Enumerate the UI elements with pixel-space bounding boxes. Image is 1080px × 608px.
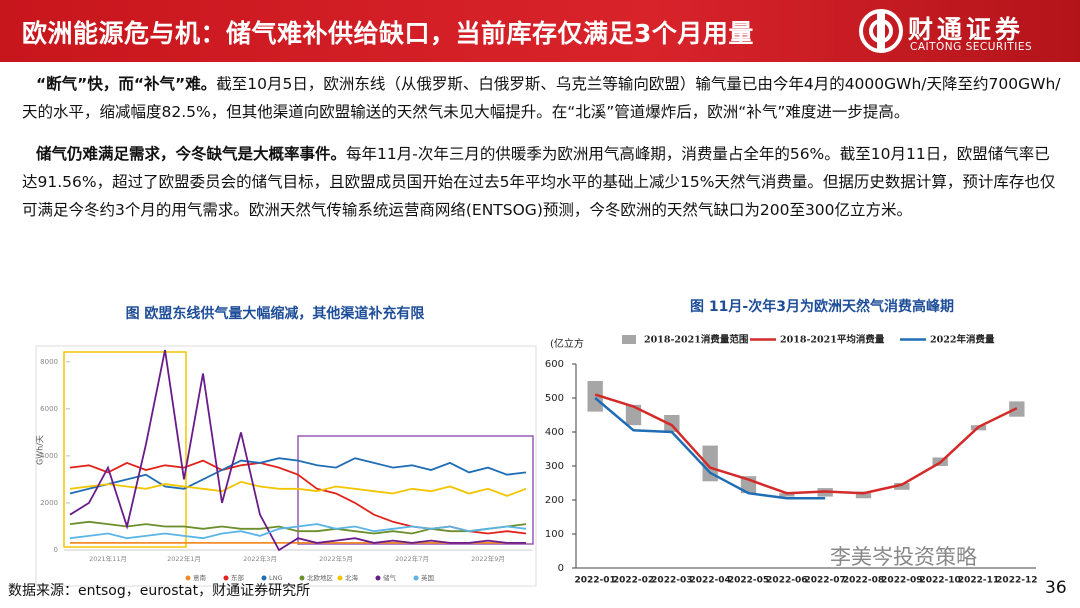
y-tick-label: 8000	[40, 358, 58, 366]
y-tick-label: 400	[545, 427, 564, 438]
series-line	[69, 480, 527, 497]
x-tick-label: 2022-09	[881, 576, 922, 586]
logo-icon	[859, 9, 903, 53]
legend-label: 2022年消费量	[930, 334, 995, 346]
x-tick-label: 2022年1月	[167, 554, 201, 563]
header-title: 欧洲能源危与机：储气难补供给缺口，当前库存仅满足3个月用量	[22, 19, 754, 48]
legend-label: 英国	[421, 573, 434, 582]
range-box	[894, 483, 910, 490]
legend-marker	[185, 575, 191, 581]
legend-label: 东部	[231, 573, 245, 582]
legend-label: 北欧地区	[307, 573, 334, 582]
x-tick-label: 2022-04	[690, 576, 731, 586]
x-tick-label: 2022-11	[958, 576, 999, 586]
chart-title: 图 11月-次年3月为欧洲天然气消费高峰期	[690, 298, 954, 315]
highlight-box	[297, 435, 534, 545]
x-tick-label: 2021年11月	[89, 554, 127, 563]
y-tick-label: 2000	[40, 499, 58, 507]
logo: 财通证券 CAITONG SECURITIES	[858, 8, 1068, 56]
legend-label: LNG	[269, 574, 283, 582]
watermark: 李美岑投资策略	[830, 545, 977, 569]
x-tick-label: 2022-02	[613, 576, 654, 586]
text: 每年11月-次年三月的供暖季为欧洲用气高峰期，消费量占全年的56%。截至10月1…	[22, 145, 1056, 219]
legend-marker	[299, 575, 305, 581]
x-tick-label: 2022-07	[805, 576, 846, 586]
logo-en: CAITONG SECURITIES	[910, 41, 1033, 53]
range-box	[625, 404, 642, 426]
chart-title: 图 欧盟东线供气量大幅缩减，其他渠道补充有限	[126, 305, 425, 322]
x-tick-label: 2022-12	[996, 576, 1037, 586]
y-tick-label: 200	[545, 495, 564, 506]
y-tick-label: 600	[545, 359, 564, 370]
y-tick-label: 100	[545, 529, 564, 540]
legend-marker	[622, 335, 636, 344]
range-box	[702, 445, 718, 482]
legend-label: 2018-2021消费量范围	[644, 334, 748, 346]
legend-label: 2018-2021平均消费量	[780, 334, 885, 346]
series-line	[69, 520, 527, 535]
legend-label: 意南	[193, 573, 207, 582]
y-tick-label: 300	[545, 461, 564, 472]
lead: “断气”快，而“补气”难。	[36, 75, 217, 93]
y-tick-label: 0	[558, 563, 564, 574]
series-line	[69, 457, 527, 495]
x-tick-label: 2022年7月	[395, 554, 429, 563]
y-axis-label: (亿立方	[550, 337, 584, 350]
legend-marker	[413, 575, 419, 581]
highlight-box	[63, 351, 187, 548]
x-tick-label: 2022-01	[575, 576, 616, 586]
y-tick-label: 4000	[40, 452, 58, 460]
y-tick-label: 0	[54, 546, 58, 554]
series-line	[69, 349, 526, 552]
legend-marker	[337, 575, 343, 581]
y-axis-label: GWh/天	[36, 435, 45, 465]
lead: 储气仍难满足需求，今冬缺气是大概率事件。	[36, 145, 347, 163]
y-tick-label: 6000	[40, 405, 58, 413]
x-tick-label: 2022-05	[728, 576, 769, 586]
range-box	[587, 381, 603, 412]
x-tick-label: 2022年9月	[471, 554, 505, 563]
source: 数据来源：entsog，eurostat，财通证券研究所	[8, 583, 311, 599]
paragraph: “断气”快，而“补气”难。截至10月5日，欧洲东线（从俄罗斯、白俄罗斯、乌克兰等…	[22, 70, 1062, 126]
series-line	[69, 523, 527, 540]
header-bar: 欧洲能源危与机：储气难补供给缺口，当前库存仅满足3个月用量 财通证券 CAITO…	[0, 0, 1080, 62]
legend-marker	[261, 575, 267, 581]
page-number: 36	[1045, 578, 1067, 598]
series-line	[594, 393, 1018, 495]
legend-label: 北海	[345, 573, 359, 582]
y-tick-label: 500	[545, 393, 564, 404]
x-tick-label: 2022-06	[766, 576, 807, 586]
range-box	[779, 493, 795, 497]
x-tick-label: 2022年3月	[243, 554, 277, 563]
legend-label: 储气	[383, 573, 397, 582]
x-tick-label: 2022年5月	[319, 554, 353, 563]
paragraph: 储气仍难满足需求，今冬缺气是大概率事件。每年11月-次年三月的供暖季为欧洲用气高…	[22, 140, 1062, 224]
x-tick-label: 2022-10	[920, 576, 961, 586]
x-tick-label: 2022-08	[843, 576, 884, 586]
legend-marker	[223, 575, 229, 581]
logo-cn: 财通证券	[908, 15, 1025, 44]
series-line	[594, 397, 826, 500]
range-box	[855, 491, 872, 499]
text: 截至10月5日，欧洲东线（从俄罗斯、白俄罗斯、乌克兰等输向欧盟）输气量已由今年4…	[22, 75, 1061, 121]
legend-marker	[375, 575, 381, 581]
x-tick-label: 2022-03	[651, 576, 692, 586]
